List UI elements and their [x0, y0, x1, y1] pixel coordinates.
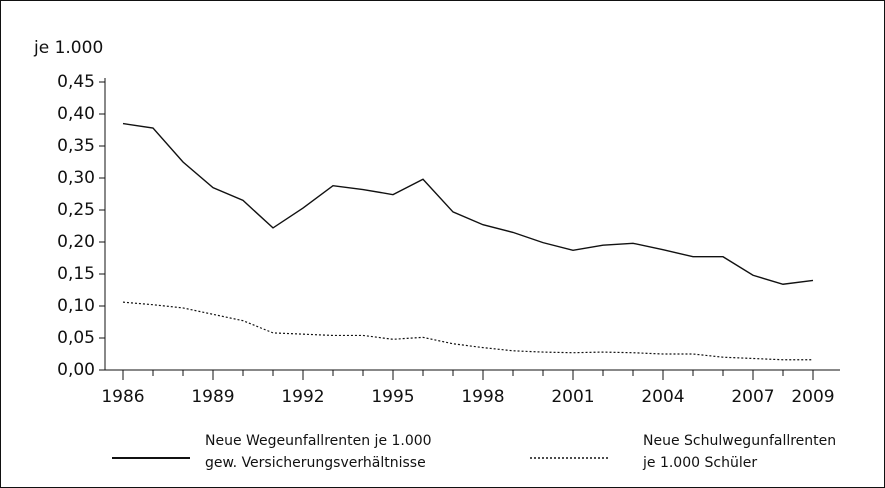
- y-tick-label: 0,00: [57, 360, 95, 380]
- y-tick-label: 0,20: [57, 232, 95, 252]
- y-tick-label: 0,40: [57, 104, 95, 124]
- data-line: [122, 122, 814, 285]
- y-tick-label: 0,15: [57, 264, 95, 284]
- x-tick-label: 2004: [641, 387, 684, 407]
- x-tick-label: 1986: [101, 387, 144, 407]
- x-tick-label: 1995: [371, 387, 414, 407]
- x-tick-label: 1992: [281, 387, 324, 407]
- x-tick-label: 2001: [551, 387, 594, 407]
- y-tick-label: 0,45: [57, 72, 95, 92]
- data-line: [122, 301, 813, 361]
- y-axis-label: je 1.000: [33, 38, 103, 58]
- y-tick-label: 0,30: [57, 168, 95, 188]
- y-tick-label: 0,35: [57, 136, 95, 156]
- y-tick-label: 0,05: [57, 328, 95, 348]
- legend-label: Neue Wegeunfallrenten je 1.000 gew. Vers…: [205, 433, 432, 471]
- x-tick-label: 1989: [191, 387, 234, 407]
- legend-label: Neue Schulwegunfallrenten je 1.000 Schül…: [643, 433, 837, 471]
- x-tick-label: 2009: [791, 387, 834, 407]
- x-tick-label: 2007: [731, 387, 774, 407]
- y-tick-label: 0,25: [57, 200, 95, 220]
- x-tick-label: 1998: [461, 387, 504, 407]
- y-tick-label: 0,10: [57, 296, 95, 316]
